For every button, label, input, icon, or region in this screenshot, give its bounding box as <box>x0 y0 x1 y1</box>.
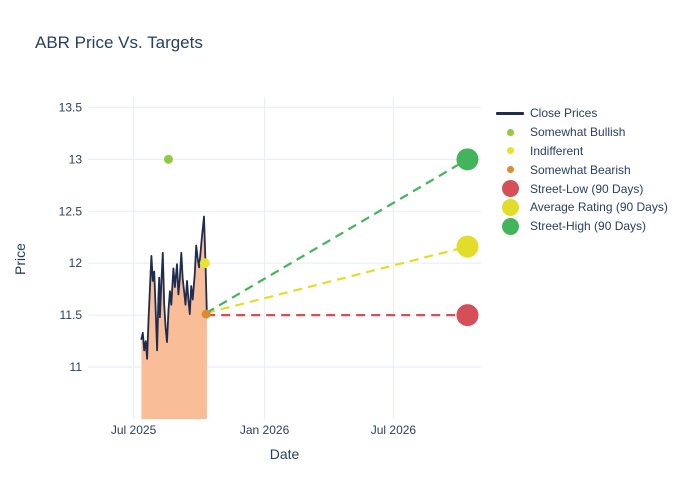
x-tick-label-jul-2026: Jul 2026 <box>371 423 417 437</box>
y-tick-label-12: 12 <box>69 256 83 270</box>
y-tick-label-13: 13 <box>69 152 83 166</box>
dot-swatch-icon <box>506 128 514 136</box>
marker-indifferent <box>199 258 210 269</box>
close-price-area-fill <box>141 216 207 419</box>
legend-dot-icon <box>492 147 528 155</box>
chart-title: ABR Price Vs. Targets <box>35 33 203 52</box>
legend-item-somewhat-bullish[interactable]: Somewhat Bullish <box>492 123 668 142</box>
legend-item-close-prices[interactable]: Close Prices <box>492 104 668 123</box>
legend-item-indifferent[interactable]: Indifferent <box>492 142 668 161</box>
target-dot-street-low <box>456 304 479 327</box>
dot-swatch-icon <box>506 166 514 174</box>
y-tick-label-13.5: 13.5 <box>59 100 83 114</box>
target-dot-average <box>456 235 479 258</box>
legend: Close Prices Somewhat Bullish Indifferent S… <box>492 104 668 236</box>
y-tick-label-11.5: 11.5 <box>60 308 83 322</box>
target-dot-street-high <box>456 148 479 171</box>
y-tick-label-11: 11 <box>70 360 83 374</box>
dot-swatch-icon <box>501 217 519 235</box>
x-tick-label-jul-2025: Jul 2025 <box>111 423 157 437</box>
x-tick-label-jan-2026: Jan 2026 <box>240 423 290 437</box>
legend-item-label: Somewhat Bearish <box>530 162 631 177</box>
legend-item-somewhat-bearish[interactable]: Somewhat Bearish <box>492 160 668 179</box>
legend-item-average-rating-90-days-[interactable]: Average Rating (90 Days) <box>492 198 668 217</box>
legend-dot-icon <box>492 128 528 136</box>
close-price-line <box>140 215 208 360</box>
legend-dot-icon <box>492 198 528 216</box>
legend-dot-icon <box>492 217 528 235</box>
legend-item-label: Somewhat Bullish <box>530 125 626 140</box>
dot-swatch-icon <box>501 180 519 198</box>
x-axis-title: Date <box>269 446 300 462</box>
legend-item-label: Street-High (90 Days) <box>530 219 647 234</box>
dot-swatch-icon <box>506 147 514 155</box>
dot-swatch-icon <box>501 198 519 216</box>
target-line-street-high <box>205 158 469 314</box>
legend-item-label: Indifferent <box>530 143 584 158</box>
legend-dot-icon <box>492 180 528 198</box>
legend-dot-icon <box>492 166 528 174</box>
marker-somewhat-bearish <box>201 309 211 319</box>
y-tick-label-12.5: 12.5 <box>59 204 83 218</box>
legend-item-street-low-90-days-[interactable]: Street-Low (90 Days) <box>492 179 668 198</box>
legend-item-label: Close Prices <box>530 106 598 121</box>
legend-line-icon <box>492 112 528 115</box>
legend-item-label: Street-Low (90 Days) <box>530 181 644 196</box>
line-swatch-icon <box>496 112 524 115</box>
legend-item-label: Average Rating (90 Days) <box>530 200 668 215</box>
marker-somewhat-bullish <box>163 154 173 164</box>
legend-item-street-high-90-days-[interactable]: Street-High (90 Days) <box>492 217 668 236</box>
